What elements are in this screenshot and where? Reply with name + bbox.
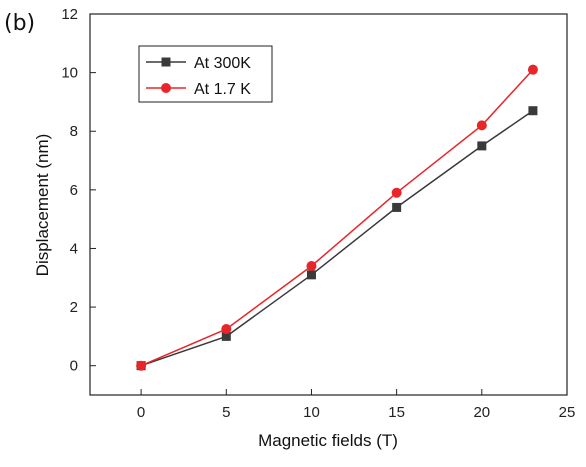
x-tick-label: 10 (303, 404, 320, 421)
y-tick-label: 0 (70, 358, 78, 375)
x-axis: 0 5 10 15 20 25 (137, 389, 575, 421)
data-point-series-1 (477, 141, 487, 151)
y-tick-label: 10 (61, 65, 78, 82)
data-point-series-2 (527, 64, 538, 75)
x-tick-label: 25 (559, 404, 576, 421)
y-tick-label: 6 (70, 182, 78, 199)
data-point-series-2 (221, 324, 232, 335)
x-tick-label: 15 (388, 404, 405, 421)
series-line-2 (140, 69, 534, 367)
legend-marker-series-1 (161, 57, 171, 67)
x-tick-label: 0 (137, 404, 145, 421)
x-tick-label: 5 (222, 404, 230, 421)
series-layer (136, 64, 538, 371)
y-axis: 0 2 4 6 8 10 12 (61, 6, 96, 375)
panel-label: (b) (4, 11, 35, 36)
y-axis-title: Displacement (nm) (33, 134, 52, 277)
data-point-series-2 (476, 120, 487, 131)
y-tick-label: 4 (70, 240, 78, 257)
legend-box (138, 45, 273, 103)
legend-marker-series-2 (161, 83, 171, 93)
data-point-series-1 (392, 202, 402, 212)
legend-label-series-1: At 300K (194, 55, 251, 72)
plot-frame (89, 13, 568, 396)
data-point-series-1 (221, 331, 231, 341)
y-tick-label: 2 (70, 299, 78, 316)
data-point-series-2 (391, 187, 402, 198)
legend-label-series-2: At 1.7 K (194, 81, 251, 98)
x-axis-title: Magnetic fields (T) (258, 431, 398, 450)
data-point-series-1 (306, 270, 316, 280)
data-point-series-2 (136, 360, 147, 371)
data-point-series-1 (528, 106, 538, 116)
legend: At 300K At 1.7 K (138, 45, 273, 103)
axes-box (89, 13, 568, 396)
series-line-1 (140, 110, 534, 367)
data-point-series-2 (306, 261, 317, 272)
x-tick-label: 20 (473, 404, 490, 421)
y-tick-label: 12 (61, 6, 78, 23)
y-tick-label: 8 (70, 123, 78, 140)
